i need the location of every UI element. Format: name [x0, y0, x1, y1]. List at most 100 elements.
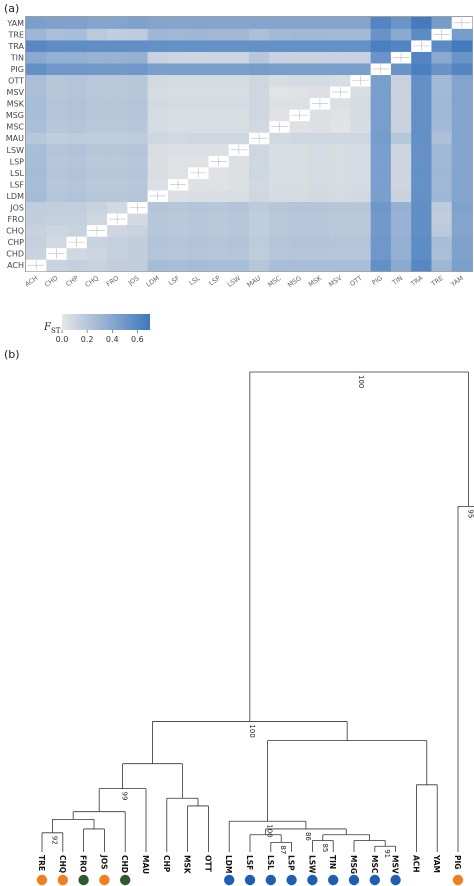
heatmap-cell-ACH-MAU — [249, 259, 270, 272]
heatmap-cell-TRA-ACH — [26, 40, 47, 52]
heatmap-cell-ACH-LSW — [228, 259, 250, 272]
heatmap-cell-ACH-CHP — [66, 259, 88, 272]
dendrogram-group-markers — [36, 874, 464, 886]
heatmap-cell-LSP-CHQ — [86, 155, 108, 168]
colorbar-title-subscript: ST — [51, 327, 61, 335]
heatmap-cell-CHD-TRA — [411, 247, 432, 260]
heatmap-cell-LDM-LSL — [188, 190, 209, 203]
heatmap-cell-CHQ-TIN — [390, 224, 412, 237]
heatmap-cell-ACH-TRE — [431, 259, 453, 272]
heatmap-cell-JOS-MSG — [289, 201, 311, 214]
heatmap-cell-TIN-MSV — [330, 51, 351, 64]
heatmap-cell-MSC-TRA — [411, 120, 432, 133]
heatmap-cell-TRE-JOS — [127, 28, 148, 41]
heatmap-cell-LDM-TRA — [411, 190, 432, 203]
leaf-label-TRE: TRE — [37, 855, 46, 871]
heatmap-cell-MSC-ACH — [26, 120, 47, 133]
heatmap-cell-TRE-CHQ — [86, 28, 108, 41]
heatmap-ytick-LSF: LSF — [10, 180, 25, 189]
heatmap-cell-MAU-TIN — [390, 132, 412, 145]
heatmap-cell-YAM-MSC — [269, 17, 290, 29]
heatmap-cell-ACH-PIG — [370, 259, 392, 272]
heatmap-xtick-MSC: MSC — [266, 274, 283, 289]
heatmap-cell-PIG-CHQ — [86, 63, 108, 76]
bootstrap-label: 100 — [357, 375, 365, 388]
heatmap-cell-ACH-LSF — [167, 259, 189, 272]
leaf-label-CHD: CHD — [120, 855, 129, 873]
heatmap-cell-CHP-LDM — [147, 236, 169, 249]
heatmap-cell-CHP-OTT — [350, 236, 371, 249]
leaf-label-LSF: LSF — [245, 855, 254, 870]
heatmap-cell-LSL-CHP — [66, 167, 88, 179]
group-marker-MSV — [390, 874, 401, 886]
heatmap-cell-PIG-TRE — [431, 63, 453, 76]
heatmap-cell-LDM-MAU — [249, 190, 270, 203]
heatmap-cell-PIG-YAM — [451, 63, 473, 76]
heatmap-cell-MAU-ACH — [26, 132, 47, 145]
heatmap-cell-PIG-TIN — [390, 63, 412, 76]
heatmap-xtick-LDM: LDM — [145, 274, 161, 289]
heatmap-cell-MSC-LSL — [188, 120, 209, 133]
heatmap-cell-MSK-TRE — [431, 97, 453, 110]
heatmap-ytick-MSK: MSK — [7, 100, 25, 109]
heatmap-cell-CHQ-CHP — [66, 224, 88, 237]
heatmap-ytick-LSP: LSP — [10, 157, 25, 166]
leaf-label-OTT: OTT — [203, 855, 212, 873]
heatmap-cell-PIG-MSK — [309, 63, 331, 76]
heatmap-xtick-CHD: CHD — [43, 274, 59, 289]
group-marker-LSF — [244, 874, 256, 886]
heatmap-xtick-JOS: JOS — [126, 274, 141, 288]
heatmap-cell-CHD-MSK — [309, 247, 331, 260]
group-marker-JOS — [99, 874, 110, 886]
heatmap-cell-LSF-OTT — [350, 178, 371, 191]
heatmap-cell-PIG-LSF — [167, 63, 189, 76]
heatmap-cell-MSG-CHP — [66, 109, 88, 122]
group-marker-CHQ — [57, 874, 68, 886]
heatmap-cell-TRA-LSF — [167, 40, 189, 52]
heatmap-cell-MSG-CHQ — [86, 109, 108, 122]
heatmap-cell-MAU-LSL — [188, 132, 209, 145]
heatmap-cell-MSC-LSF — [167, 120, 189, 133]
leaf-label-PIG: PIG — [453, 855, 462, 869]
heatmap-ytick-MSC: MSC — [6, 123, 24, 132]
heatmap-cell-TRE-LSF — [167, 28, 189, 41]
heatmap-ytick-LDM: LDM — [6, 192, 24, 201]
heatmap-ytick-LSL: LSL — [10, 169, 25, 178]
heatmap-xtick-LSF: LSF — [167, 274, 181, 287]
heatmap-cell-MSG-MAU — [249, 109, 270, 122]
heatmap-cell-MSV-ACH — [26, 86, 47, 99]
heatmap-cell-FRO-LDM — [147, 213, 169, 226]
bootstrap-label: 86 — [304, 832, 312, 841]
heatmap-cell-CHP-MSG — [289, 236, 311, 249]
colorbar-gradient — [62, 314, 150, 330]
heatmap-cell-TIN-TRA — [411, 51, 432, 64]
heatmap-cell-MSK-MAU — [249, 97, 270, 110]
heatmap-cell-LDM-MSV — [330, 190, 351, 203]
heatmap-cell-OTT-TIN — [390, 74, 412, 87]
heatmap-cell-CHQ-YAM — [451, 224, 473, 237]
heatmap-cell-LDM-TRE — [431, 190, 453, 203]
heatmap-ytick-YAM: YAM — [6, 19, 24, 28]
heatmap-cell-TRA-LSW — [228, 40, 250, 52]
heatmap-cell-MAU-LSW — [228, 132, 250, 145]
heatmap-cell-MSK-LSF — [167, 97, 189, 110]
heatmap-cell-TIN-ACH — [26, 51, 47, 64]
leaf-label-LSP: LSP — [287, 855, 296, 871]
heatmap-cell-TRE-LSP — [208, 28, 230, 41]
heatmap-cell-MSC-LDM — [147, 120, 169, 133]
heatmap-cell-TRE-MSV — [330, 28, 351, 41]
heatmap-cell-LSP-CHP — [66, 155, 88, 168]
heatmap-cell-LSP-MAU — [249, 155, 270, 168]
heatmap-cell-LSW-ACH — [26, 144, 47, 156]
heatmap-cell-CHQ-LSL — [188, 224, 209, 237]
heatmap-cell-FRO-CHD — [46, 213, 67, 226]
heatmap-cell-MSG-TRA — [411, 109, 432, 122]
colorbar-tick-0.6: 0.6 — [131, 335, 144, 344]
heatmap-cell-PIG-LSP — [208, 63, 230, 76]
heatmap-xtick-MSK: MSK — [307, 274, 324, 289]
heatmap-cell-LSW-LSF — [167, 144, 189, 156]
heatmap-cell-TIN-LSW — [228, 51, 250, 64]
heatmap-cell-LDM-MSK — [309, 190, 331, 203]
heatmap-cell-MSK-CHD — [46, 97, 67, 110]
heatmap-cell-LSF-MSV — [330, 178, 351, 191]
